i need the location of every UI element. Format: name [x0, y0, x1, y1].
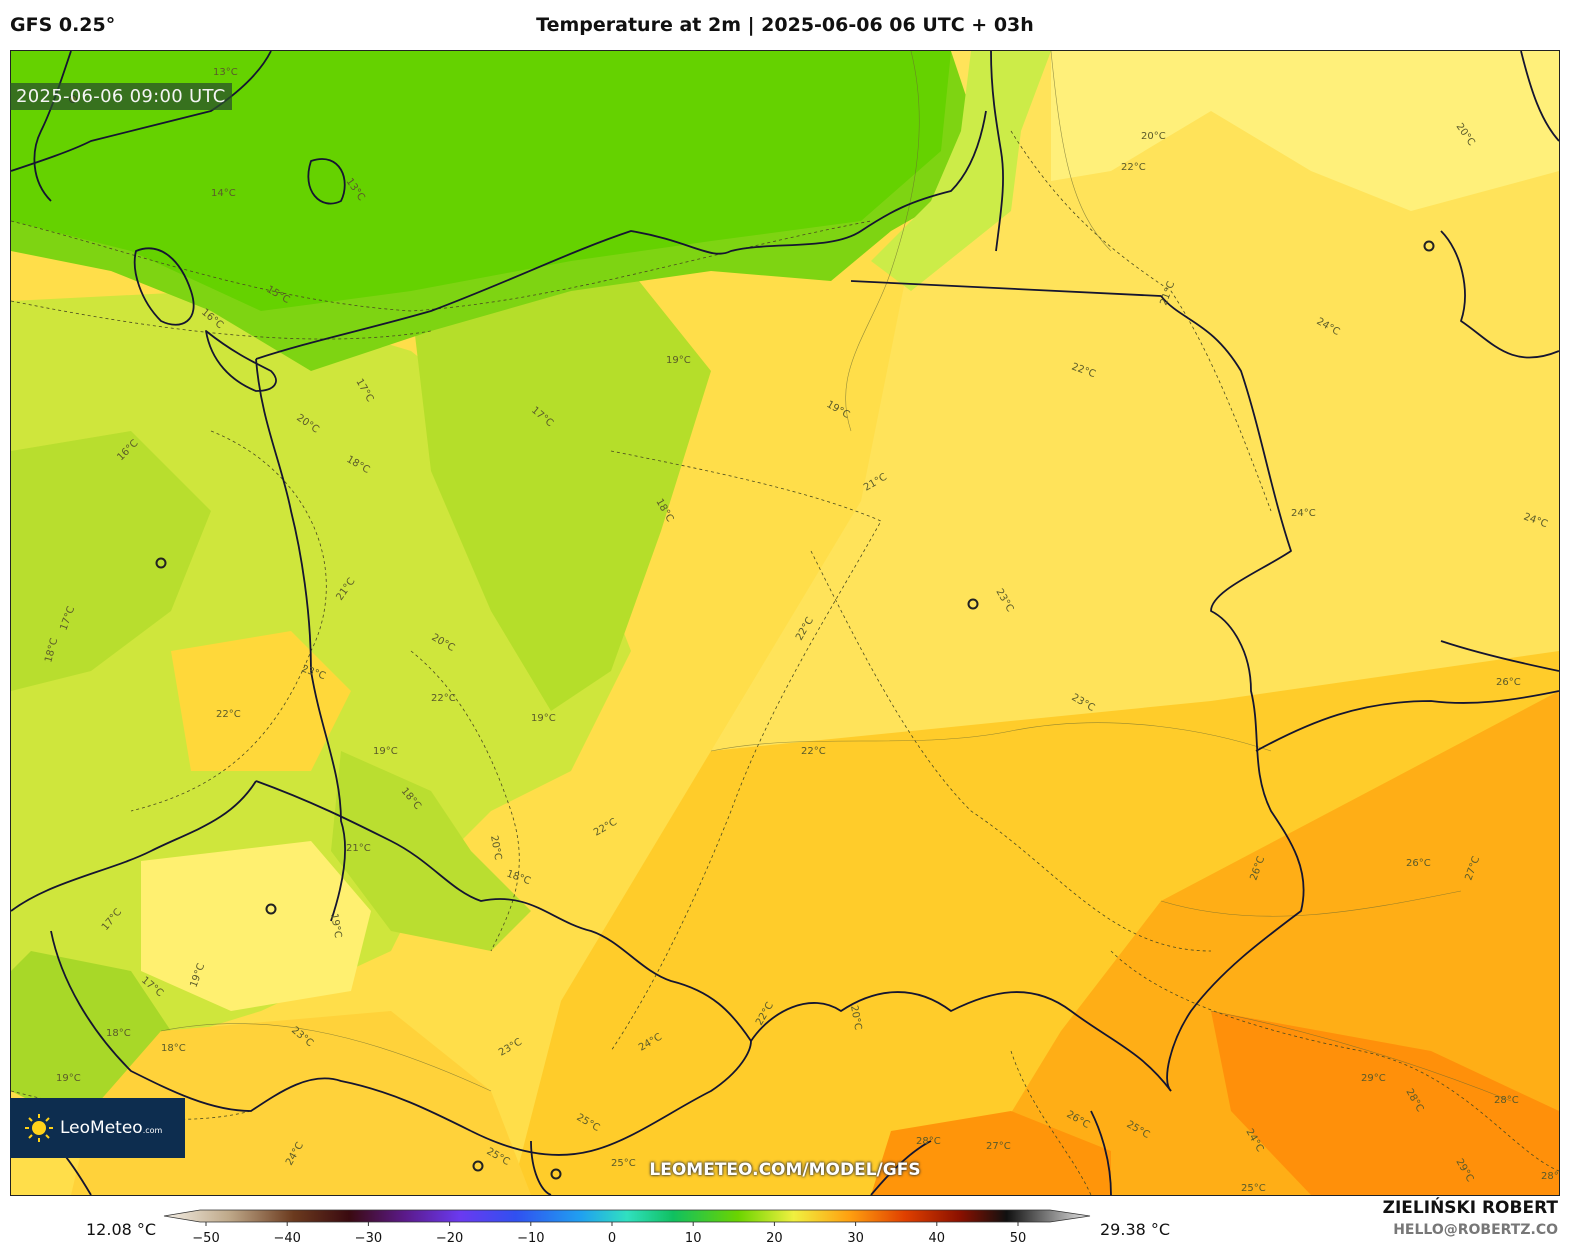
contour-label: 29°C	[1361, 1073, 1386, 1084]
contour-label: 19°C	[56, 1073, 81, 1084]
colorbar-tick-label: 20	[766, 1231, 783, 1246]
colorbar-tick-label: 50	[1010, 1231, 1027, 1246]
contour-label: 28°C	[1494, 1095, 1519, 1106]
colorbar-min-label: 12.08 °C	[86, 1220, 157, 1239]
contour-label: 19°C	[328, 913, 343, 939]
colorbar-tick-label: 0	[608, 1231, 616, 1246]
contour-label: 20°C	[848, 1005, 863, 1031]
city-marker	[472, 1160, 484, 1172]
sun-icon	[25, 1114, 53, 1142]
contour-label: 19°C	[373, 746, 398, 757]
colorbar-max-label: 29.38 °C	[1100, 1220, 1171, 1239]
warm-pocket-sw	[141, 841, 371, 1011]
colorbar-tick-label: 30	[847, 1231, 864, 1246]
contour-label: 14°C	[211, 188, 236, 199]
contour-label: 20°C	[488, 835, 503, 861]
contour-label: 22°C	[216, 709, 241, 720]
warm-pocket-west	[171, 631, 351, 771]
contour-label: 28°C	[1541, 1171, 1559, 1182]
contour-label: 18°C	[161, 1043, 186, 1054]
contour-label: 25°C	[1241, 1183, 1266, 1194]
colorbar-tick-label: −30	[355, 1231, 382, 1246]
coast-gradient	[871, 51, 1051, 291]
isotherm-solid	[160, 51, 1512, 1102]
contour-label: 28°C	[916, 1136, 941, 1147]
hot-spot-south	[871, 1111, 1111, 1195]
hottest-zone	[1211, 1011, 1559, 1195]
contour-label: 13°C	[213, 67, 238, 78]
map-canvas: 13°C13°C14°C15°C16°C16°C17°C17°C17°C17°C…	[11, 51, 1559, 1195]
contour-label: 27°C	[986, 1141, 1011, 1152]
city-marker	[155, 557, 167, 569]
colorbar-tick-label: −50	[192, 1231, 219, 1246]
map-title: Temperature at 2m | 2025-06-06 06 UTC + …	[536, 14, 1034, 36]
source-watermark: LEOMETEO.COM/MODEL/GFS	[649, 1160, 921, 1180]
colorbar-tick-label: −40	[273, 1231, 300, 1246]
colorbar: 12.08 °C −5	[0, 1200, 1570, 1250]
colorbar-ticks: −50 −40 −30 −20 −10 0 10 20 30 40 50	[192, 1222, 1026, 1246]
model-name: GFS 0.25°	[10, 14, 116, 36]
contour-label: 19°C	[666, 355, 691, 366]
contour-label: 20°C	[1141, 131, 1166, 142]
contour-label: 21°C	[346, 843, 371, 854]
contour-label: 22°C	[801, 746, 826, 757]
contour-label: 19°C	[531, 713, 556, 724]
city-marker	[265, 903, 277, 915]
sea-cold	[11, 51, 951, 311]
contour-label: 26°C	[1406, 858, 1431, 869]
warm-zone-south	[71, 1011, 531, 1195]
colorbar-tick-label: 40	[929, 1231, 946, 1246]
contour-label: 22°C	[431, 693, 456, 704]
mild-zone-north	[411, 271, 711, 711]
contour-label: 25°C	[611, 1158, 636, 1169]
city-marker	[550, 1168, 562, 1180]
temperature-map: 13°C 13°C 14°C 15°C 16°C 16°C 17°C 17°C 17°C 17°C…	[10, 50, 1560, 1196]
city-marker	[967, 598, 979, 610]
author-name: ZIELIŃSKI ROBERT	[1382, 1198, 1558, 1218]
valid-time-badge: 2025-06-06 09:00 UTC	[10, 83, 232, 110]
logo-text: LeoMeteo.com	[60, 1118, 163, 1138]
contour-label: 18°C	[106, 1028, 131, 1039]
north-east-pale	[1051, 51, 1559, 211]
city-marker	[1423, 240, 1435, 252]
contour-label: 24°C	[1291, 508, 1316, 519]
contour-label: 22°C	[1121, 162, 1146, 173]
leometeo-logo: LeoMeteo.com	[10, 1098, 185, 1158]
mild-pocket-west	[11, 431, 211, 691]
colorbar-tick-label: −20	[436, 1231, 463, 1246]
colorbar-tick-label: −10	[517, 1231, 544, 1246]
contour-label: 26°C	[1496, 677, 1521, 688]
colorbar-scale: −50 −40 −30 −20 −10 0 10 20 30 40 50	[163, 1209, 1091, 1246]
colorbar-tick-label: 10	[685, 1231, 702, 1246]
author-email: HELLO@ROBERTZ.CO	[1393, 1222, 1558, 1238]
country-borders	[11, 51, 1559, 1195]
